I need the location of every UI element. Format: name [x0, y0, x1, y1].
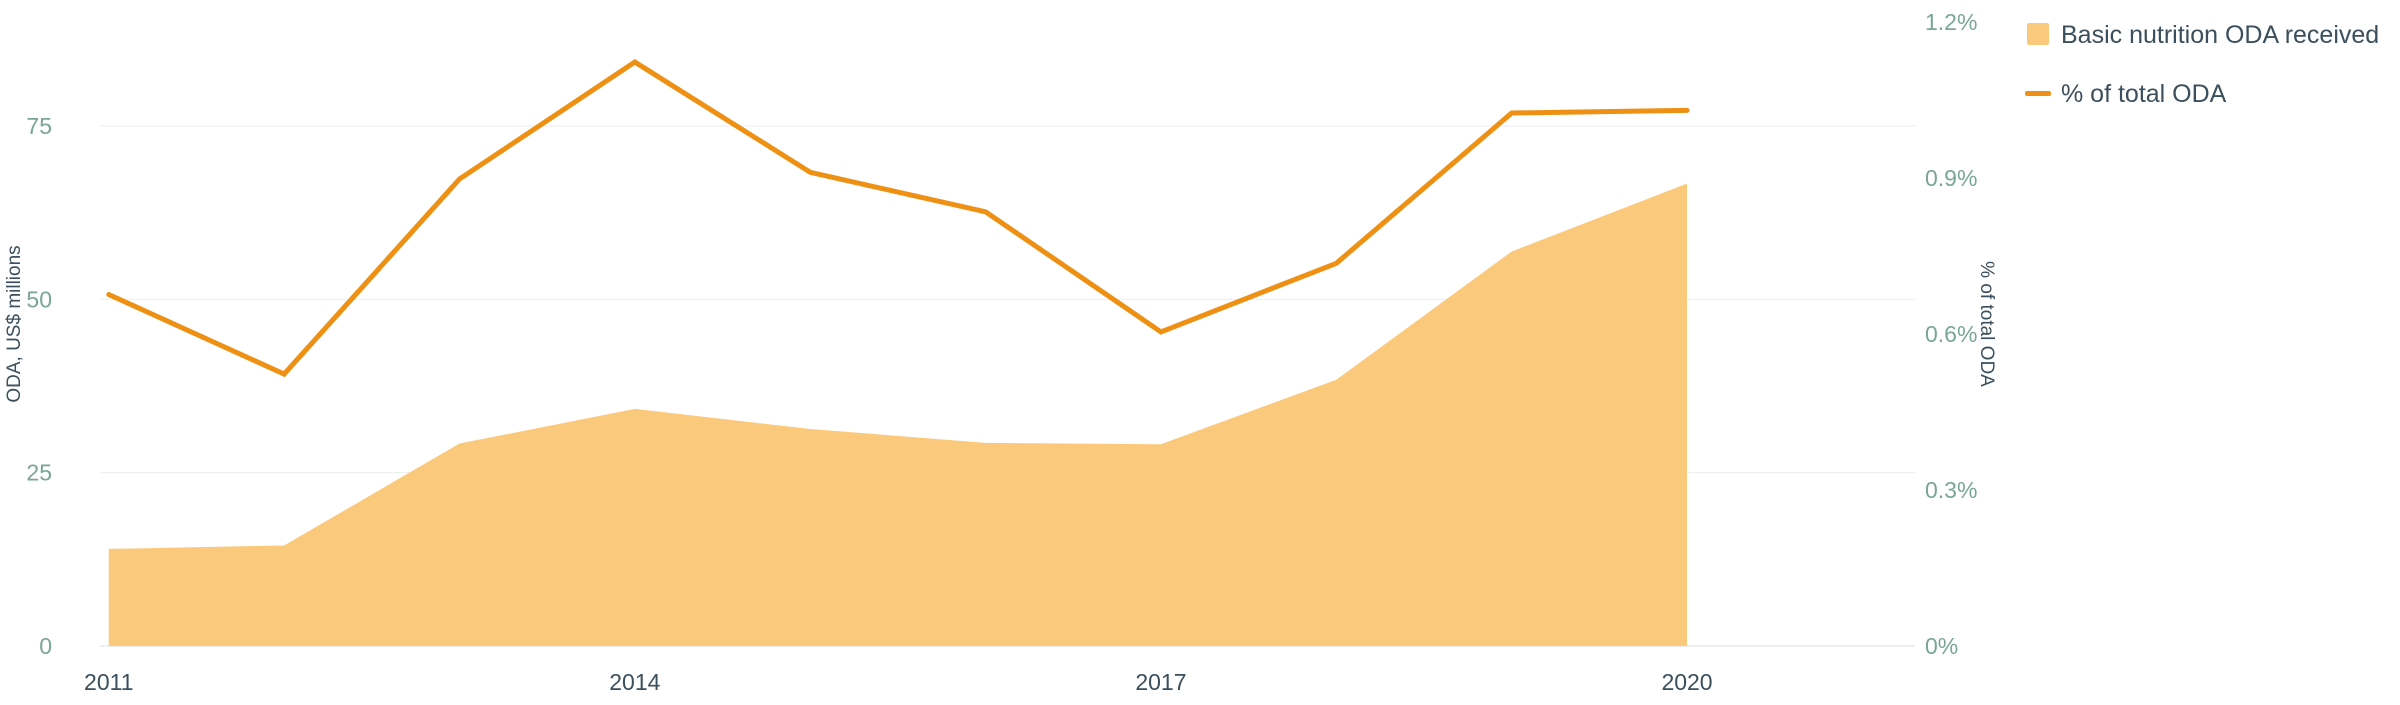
- y-axis-title-left: ODA, US$ millions: [4, 245, 25, 402]
- legend-swatch-line[interactable]: [2025, 91, 2051, 96]
- x-tick-label: 2014: [609, 669, 660, 695]
- area-layer: [108, 183, 1688, 646]
- y-tick-label-left: 0: [39, 633, 52, 659]
- x-tick-label: 2020: [1661, 669, 1712, 695]
- y-axis-title-right: % of total ODA: [1976, 261, 1997, 387]
- y-tick-label-left: 75: [26, 113, 52, 139]
- y-tick-label-right: 1.2%: [1925, 9, 1977, 35]
- x-tick-label: 2011: [84, 669, 133, 695]
- y-tick-label-right: 0.3%: [1925, 477, 1977, 503]
- axis-layer: 0 25 50 75 0% 0.3% 0.6% 0.9% 1.2% 2011 2014 2017 202…: [26, 9, 1977, 695]
- legend: Basic nutrition ODA received % of total …: [2025, 21, 2379, 108]
- y-tick-label-left: 50: [26, 286, 52, 312]
- y-tick-label-right: 0.6%: [1925, 321, 1977, 347]
- x-tick-label: 2017: [1135, 669, 1186, 695]
- line-layer: [106, 59, 1690, 378]
- y-tick-label-right: 0.9%: [1925, 165, 1977, 191]
- legend-label-area[interactable]: Basic nutrition ODA received: [2061, 21, 2379, 49]
- y-tick-label-right: 0%: [1925, 633, 1958, 659]
- area-basic-nutrition-oda[interactable]: [108, 183, 1688, 646]
- legend-swatch-area[interactable]: [2027, 23, 2049, 45]
- y-tick-label-left: 25: [26, 460, 52, 486]
- legend-label-line[interactable]: % of total ODA: [2061, 80, 2227, 108]
- line-pct-total-oda[interactable]: [106, 59, 1690, 378]
